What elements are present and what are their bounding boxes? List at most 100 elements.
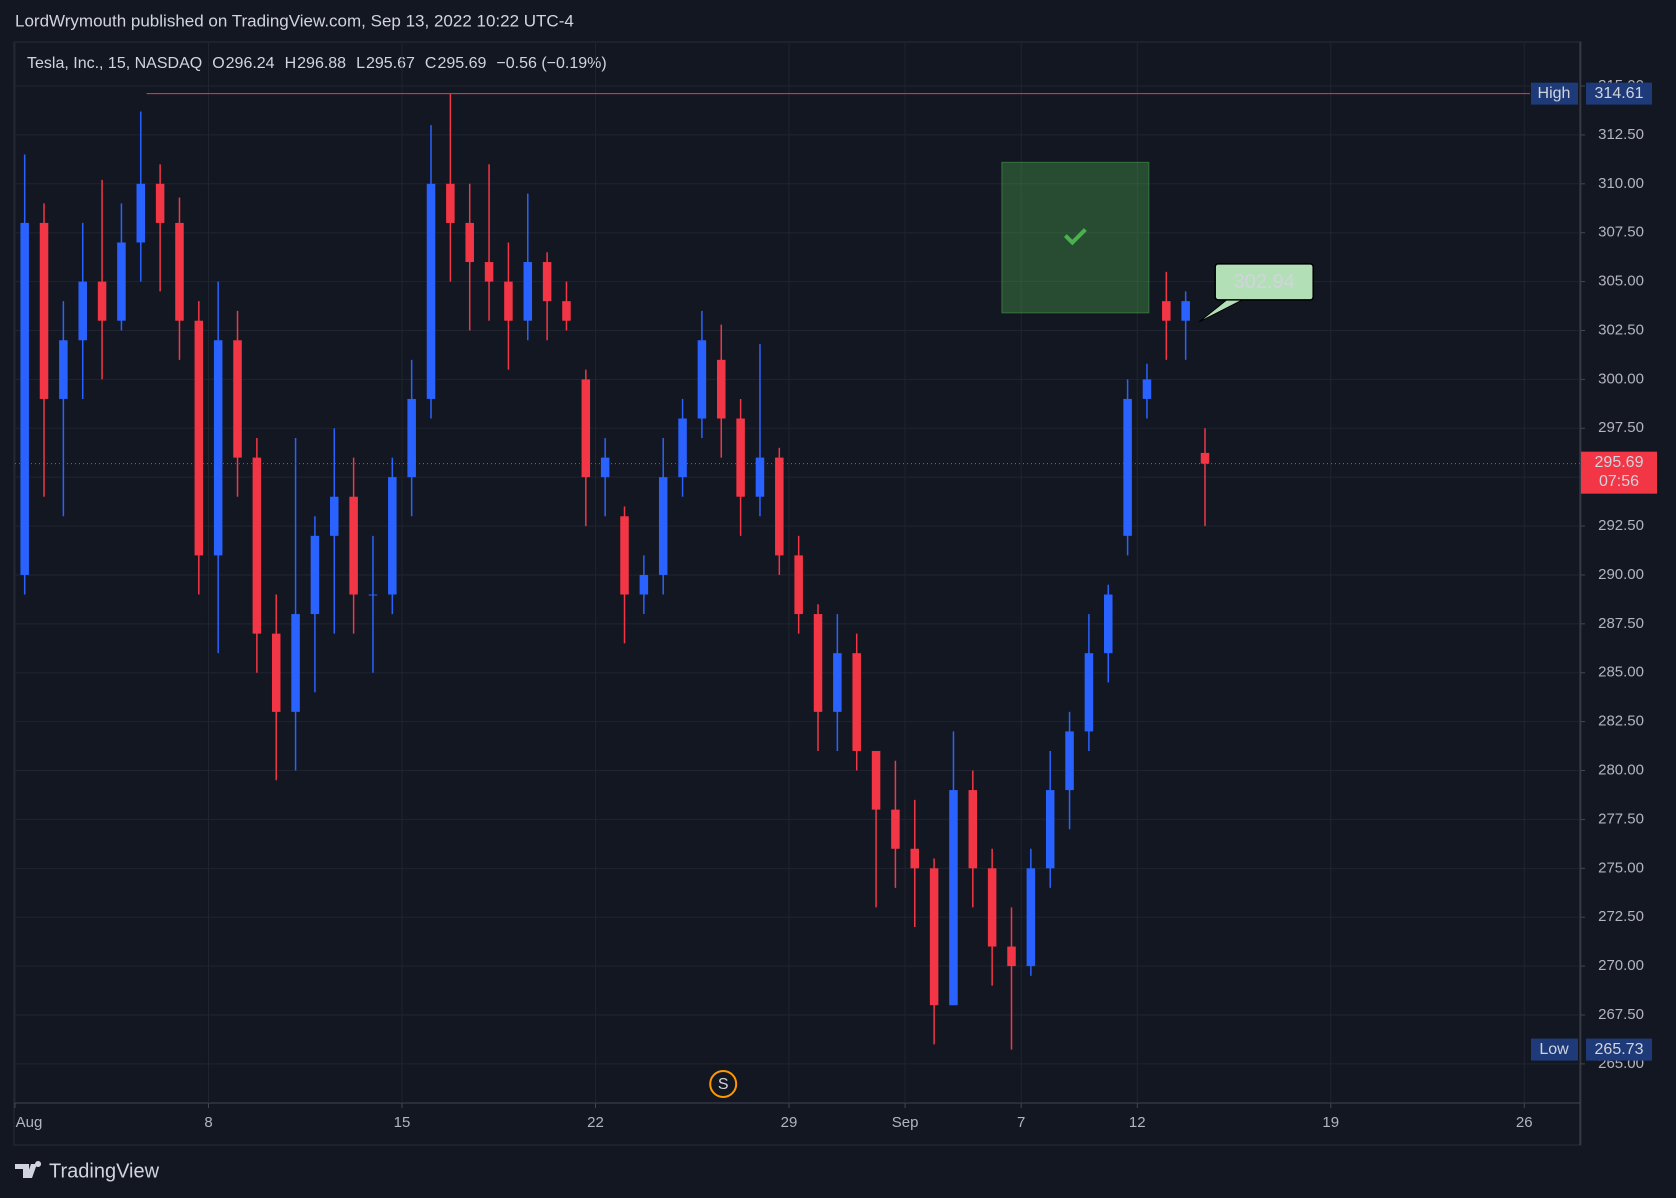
candle-body xyxy=(1162,301,1171,321)
candle-body xyxy=(484,262,494,282)
candle-body xyxy=(213,340,223,556)
candle-body xyxy=(175,222,184,321)
y-tick-label: 312.50 xyxy=(1598,126,1644,143)
symbol: Tesla, Inc., 15, NASDAQ xyxy=(27,55,202,72)
candle-body xyxy=(407,398,416,478)
event-marker xyxy=(709,1070,738,1098)
high-value: 314.61 xyxy=(1595,85,1644,102)
candle-body xyxy=(581,379,591,478)
candle-body xyxy=(794,555,803,615)
legend-close-label: C xyxy=(425,55,437,72)
candle-body xyxy=(20,222,29,575)
legend-low-label: L xyxy=(356,55,365,72)
candle-body xyxy=(233,340,242,458)
candle-body xyxy=(833,653,842,712)
x-tick-label: 29 xyxy=(781,1114,798,1131)
candle-body xyxy=(155,183,165,223)
y-tick-label: 310.00 xyxy=(1598,175,1644,192)
candle-body xyxy=(1045,790,1055,869)
candle-body xyxy=(136,183,146,243)
candle-body xyxy=(252,457,262,634)
x-tick-label: 19 xyxy=(1322,1114,1339,1131)
candle-body xyxy=(194,320,204,556)
candle-body xyxy=(639,574,649,595)
candle-body xyxy=(1084,653,1094,732)
candle-body xyxy=(1181,301,1190,321)
candle-body xyxy=(949,790,958,1006)
low-name: Low xyxy=(1539,1041,1569,1058)
y-tick-label: 282.50 xyxy=(1598,713,1644,730)
candle-body xyxy=(1007,946,1016,967)
low-value-box xyxy=(1586,1038,1652,1061)
legend-high-label: H xyxy=(285,55,297,72)
brand: TradingView xyxy=(49,1160,160,1182)
y-tick-label: 275.00 xyxy=(1598,859,1644,876)
legend-open-label: O xyxy=(212,55,224,72)
publisher: LordWrymouth published on TradingView.co… xyxy=(15,11,574,30)
candle-body xyxy=(813,614,823,712)
y-tick-label: 280.00 xyxy=(1598,761,1644,778)
last-price-box xyxy=(1581,451,1657,494)
legend-open: 296.24 xyxy=(226,55,275,72)
candle-body xyxy=(59,340,68,399)
y-tick-label: 277.50 xyxy=(1598,810,1644,827)
x-tick-label: 15 xyxy=(394,1114,411,1131)
candle-body xyxy=(542,262,552,302)
y-tick-label: 285.00 xyxy=(1598,664,1644,681)
high-name: High xyxy=(1538,85,1571,102)
y-tick-label: 272.50 xyxy=(1598,908,1644,925)
candle-body xyxy=(755,457,765,497)
event-label: S xyxy=(718,1076,729,1093)
y-tick-label: 302.50 xyxy=(1598,321,1644,338)
candle-body xyxy=(736,418,745,497)
candle-body xyxy=(910,848,920,869)
logo-icon xyxy=(15,1161,42,1178)
candle-body xyxy=(1200,452,1210,464)
candle-body xyxy=(717,359,726,419)
candle-body xyxy=(117,242,126,321)
candle-body xyxy=(1026,868,1036,967)
y-tick-label: 287.50 xyxy=(1598,615,1644,632)
last-price: 295.69 xyxy=(1595,454,1644,471)
candle-body xyxy=(465,222,474,263)
candle-body xyxy=(987,868,997,947)
x-tick-label: 22 xyxy=(587,1114,604,1131)
y-tick-label: 300.00 xyxy=(1598,370,1644,387)
y-tick-label: 307.50 xyxy=(1598,224,1644,241)
candle-body xyxy=(446,183,455,223)
grid xyxy=(14,43,1580,1103)
candle-body xyxy=(600,457,610,478)
legend-change: −0.56 (−0.19%) xyxy=(496,55,606,72)
candle-body xyxy=(426,183,436,399)
candle-body xyxy=(968,790,978,869)
candle-body xyxy=(852,653,861,751)
check-icon xyxy=(1063,228,1087,246)
x-tick-label: 8 xyxy=(204,1114,212,1131)
candle-body xyxy=(523,262,533,321)
callout-label: 302.94 xyxy=(1234,271,1295,293)
candle-body xyxy=(775,457,784,556)
candles xyxy=(20,93,1210,1050)
candle-body xyxy=(39,222,49,399)
candle-body xyxy=(929,868,939,1006)
x-tick-label: Aug xyxy=(16,1114,43,1131)
candle-body xyxy=(388,477,397,595)
y-tick-label: 305.00 xyxy=(1598,273,1644,290)
low-name-box xyxy=(1531,1038,1578,1061)
candle-body xyxy=(1103,594,1113,654)
candle-body xyxy=(891,809,900,849)
y-tick-label: 290.00 xyxy=(1598,566,1644,583)
candle-body xyxy=(871,750,881,810)
candle-body xyxy=(1065,731,1074,791)
candle-body xyxy=(1123,398,1132,536)
candle-body xyxy=(658,477,668,575)
footer-logo: TradingView xyxy=(15,1160,160,1182)
candle-body xyxy=(330,496,339,536)
legend-high: 296.88 xyxy=(297,55,346,72)
y-tick-label: 297.50 xyxy=(1598,419,1644,436)
x-tick-label: 7 xyxy=(1017,1114,1025,1131)
low-value: 265.73 xyxy=(1595,1041,1644,1058)
candle-body xyxy=(504,281,513,321)
countdown: 07:56 xyxy=(1599,473,1639,490)
candle-body xyxy=(678,418,687,478)
